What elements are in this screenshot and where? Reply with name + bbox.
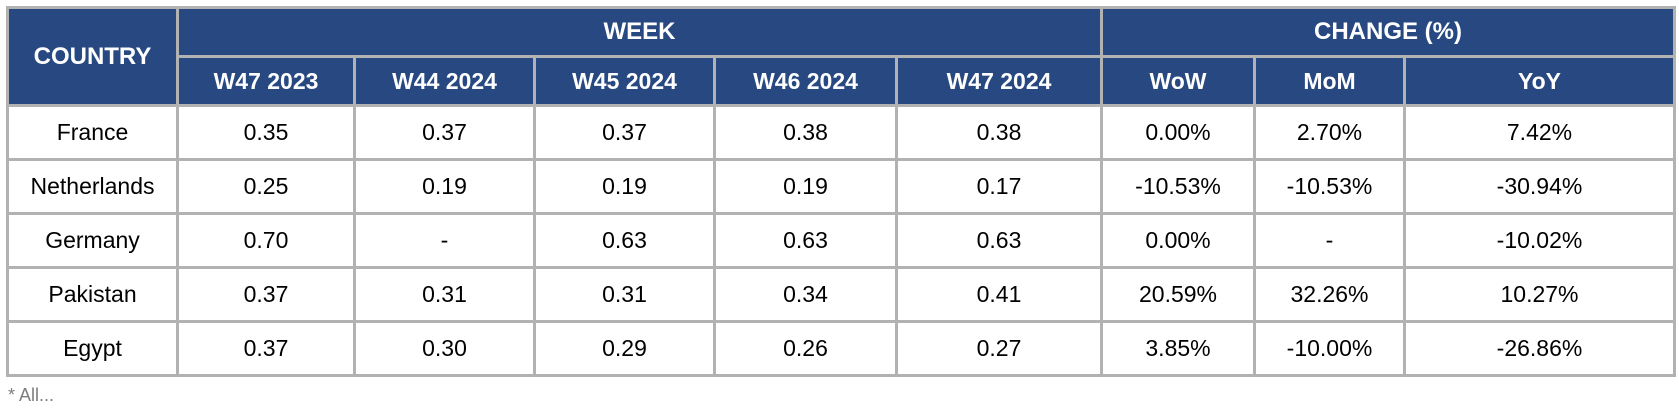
- price-table: COUNTRY WEEK CHANGE (%) W47 2023 W44 2024…: [6, 6, 1677, 377]
- table-row: Germany 0.70-0.63 0.63 0.63 0.00% - -10.02%: [6, 212, 1677, 269]
- change-column-header: YoY: [1402, 55, 1677, 107]
- change-value-cell: -10.00%: [1253, 320, 1406, 377]
- week-value-cell: 0.35: [176, 104, 356, 161]
- week-value-cell: 0.63: [895, 212, 1103, 269]
- week-value-cell: 0.34: [713, 266, 898, 323]
- week-value-cell: 0.30: [353, 320, 536, 377]
- change-value-cell: -30.94%: [1402, 158, 1677, 215]
- week-column-header: W45 2024: [533, 55, 716, 107]
- week-value-cell: -: [353, 212, 536, 269]
- change-value-cell: -: [1253, 212, 1406, 269]
- change-value-cell: 7.42%: [1402, 104, 1677, 161]
- change-group-header: CHANGE (%): [1099, 6, 1677, 58]
- week-value-cell: 0.37: [533, 104, 716, 161]
- change-value-cell: 20.59%: [1100, 266, 1256, 323]
- week-value-cell: 0.63: [713, 212, 898, 269]
- country-cell: France: [6, 104, 179, 161]
- week-value-cell: 0.31: [533, 266, 716, 323]
- country-cell: Germany: [6, 212, 179, 269]
- table-row: Egypt 0.37 0.30 0.29 0.26 0.27 3.85% -10.00% -26…: [6, 320, 1677, 377]
- week-value-cell: 0.37: [176, 266, 356, 323]
- change-column-header: MoM: [1253, 55, 1406, 107]
- week-value-cell: 0.19: [713, 158, 898, 215]
- country-cell: Netherlands: [6, 158, 179, 215]
- week-value-cell: 0.63: [533, 212, 716, 269]
- change-value-cell: -10.02%: [1402, 212, 1677, 269]
- week-group-header: WEEK: [176, 6, 1103, 58]
- week-value-cell: 0.25: [176, 158, 356, 215]
- country-cell: Pakistan: [6, 266, 179, 323]
- change-value-cell: 0.00%: [1100, 104, 1256, 161]
- week-value-cell: 0.38: [895, 104, 1103, 161]
- week-value-cell: 0.38: [713, 104, 898, 161]
- footnote: * All...: [8, 385, 55, 405]
- week-value-cell: 0.31: [353, 266, 536, 323]
- week-value-cell: 0.19: [533, 158, 716, 215]
- change-value-cell: 0.00%: [1100, 212, 1256, 269]
- week-value-cell: 0.37: [353, 104, 536, 161]
- change-value-cell: 3.85%: [1100, 320, 1256, 377]
- week-column-header: W44 2024: [353, 55, 536, 107]
- country-cell: Egypt: [6, 320, 179, 377]
- week-value-cell: 0.27: [895, 320, 1103, 377]
- change-column-header: WoW: [1100, 55, 1256, 107]
- header-group-row: COUNTRY WEEK CHANGE (%): [6, 6, 1677, 107]
- week-column-header: W47 2024: [895, 55, 1103, 107]
- week-value-cell: 0.37: [176, 320, 356, 377]
- change-value-cell: 2.70%: [1253, 104, 1406, 161]
- table-row: Pakistan 0.37 0.31 0.31 0.34 0.41 20.59% 32.26%…: [6, 266, 1677, 323]
- change-value-cell: 32.26%: [1253, 266, 1406, 323]
- week-value-cell: 0.41: [895, 266, 1103, 323]
- change-value-cell: -10.53%: [1100, 158, 1256, 215]
- week-column-header: W46 2024: [713, 55, 898, 107]
- country-header: COUNTRY: [6, 6, 179, 107]
- subheader-row: W47 2023 W44 2024 W45 2024 W46 2024 W47 2024…: [8, 55, 1677, 107]
- change-value-cell: -26.86%: [1402, 320, 1677, 377]
- week-value-cell: 0.29: [533, 320, 716, 377]
- table-row: France 0.35 0.37 0.37 0.38 0.38 0.00% 2.70% 7.42…: [6, 104, 1677, 161]
- table-row: Netherlands 0.25 0.19 0.19 0.19 0.17 -10.53% -1…: [6, 158, 1677, 215]
- change-value-cell: -10.53%: [1253, 158, 1406, 215]
- week-value-cell: 0.26: [713, 320, 898, 377]
- week-value-cell: 0.19: [353, 158, 536, 215]
- change-value-cell: 10.27%: [1402, 266, 1677, 323]
- week-value-cell: 0.17: [895, 158, 1103, 215]
- week-value-cell: 0.70: [176, 212, 356, 269]
- week-column-header: W47 2023: [176, 55, 356, 107]
